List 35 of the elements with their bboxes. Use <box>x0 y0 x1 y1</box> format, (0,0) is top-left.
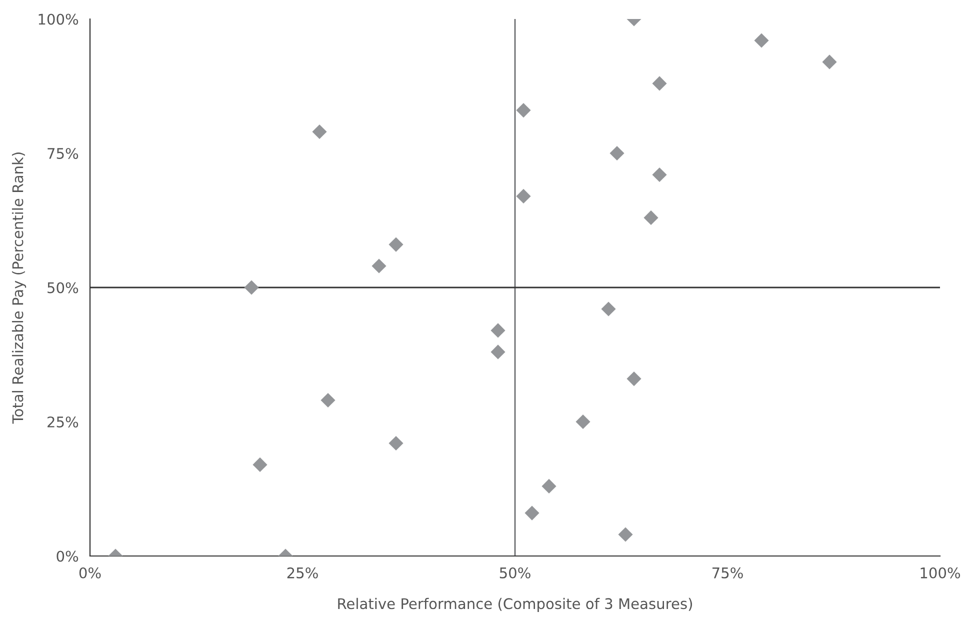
point <box>652 167 667 182</box>
y-axis-title: Total Realizable Pay (Percentile Rank) <box>12 152 26 424</box>
point <box>626 372 642 386</box>
point <box>312 124 327 140</box>
point <box>652 76 667 91</box>
x-tick-label: 75% <box>712 567 743 578</box>
y-tick-label: 100% <box>38 14 78 25</box>
point <box>490 323 506 338</box>
y-tick-label: 25% <box>48 416 78 428</box>
point <box>524 506 540 520</box>
point <box>601 302 616 316</box>
y-tick-label: 50% <box>48 282 78 294</box>
x-tick-label: 0% <box>79 567 101 578</box>
point <box>388 237 404 252</box>
point <box>372 258 386 274</box>
y-tick-label: 75% <box>48 148 78 159</box>
point <box>576 414 590 430</box>
point <box>644 210 658 225</box>
point <box>252 457 268 472</box>
x-tick-label: 50% <box>500 567 530 578</box>
point <box>320 392 336 408</box>
x-axis-title: Relative Performance (Composite of 3 Measures) <box>338 598 692 612</box>
point <box>516 103 531 118</box>
y-tick-label: 0% <box>56 550 78 562</box>
x-tick-label: 100% <box>920 567 960 578</box>
point <box>822 54 837 70</box>
point <box>610 146 624 161</box>
x-tick-label: 25% <box>287 567 318 578</box>
point <box>388 436 404 451</box>
point <box>244 280 259 295</box>
point <box>542 478 556 494</box>
point <box>618 527 633 542</box>
point <box>754 33 769 48</box>
point <box>516 188 531 204</box>
point <box>490 344 506 360</box>
